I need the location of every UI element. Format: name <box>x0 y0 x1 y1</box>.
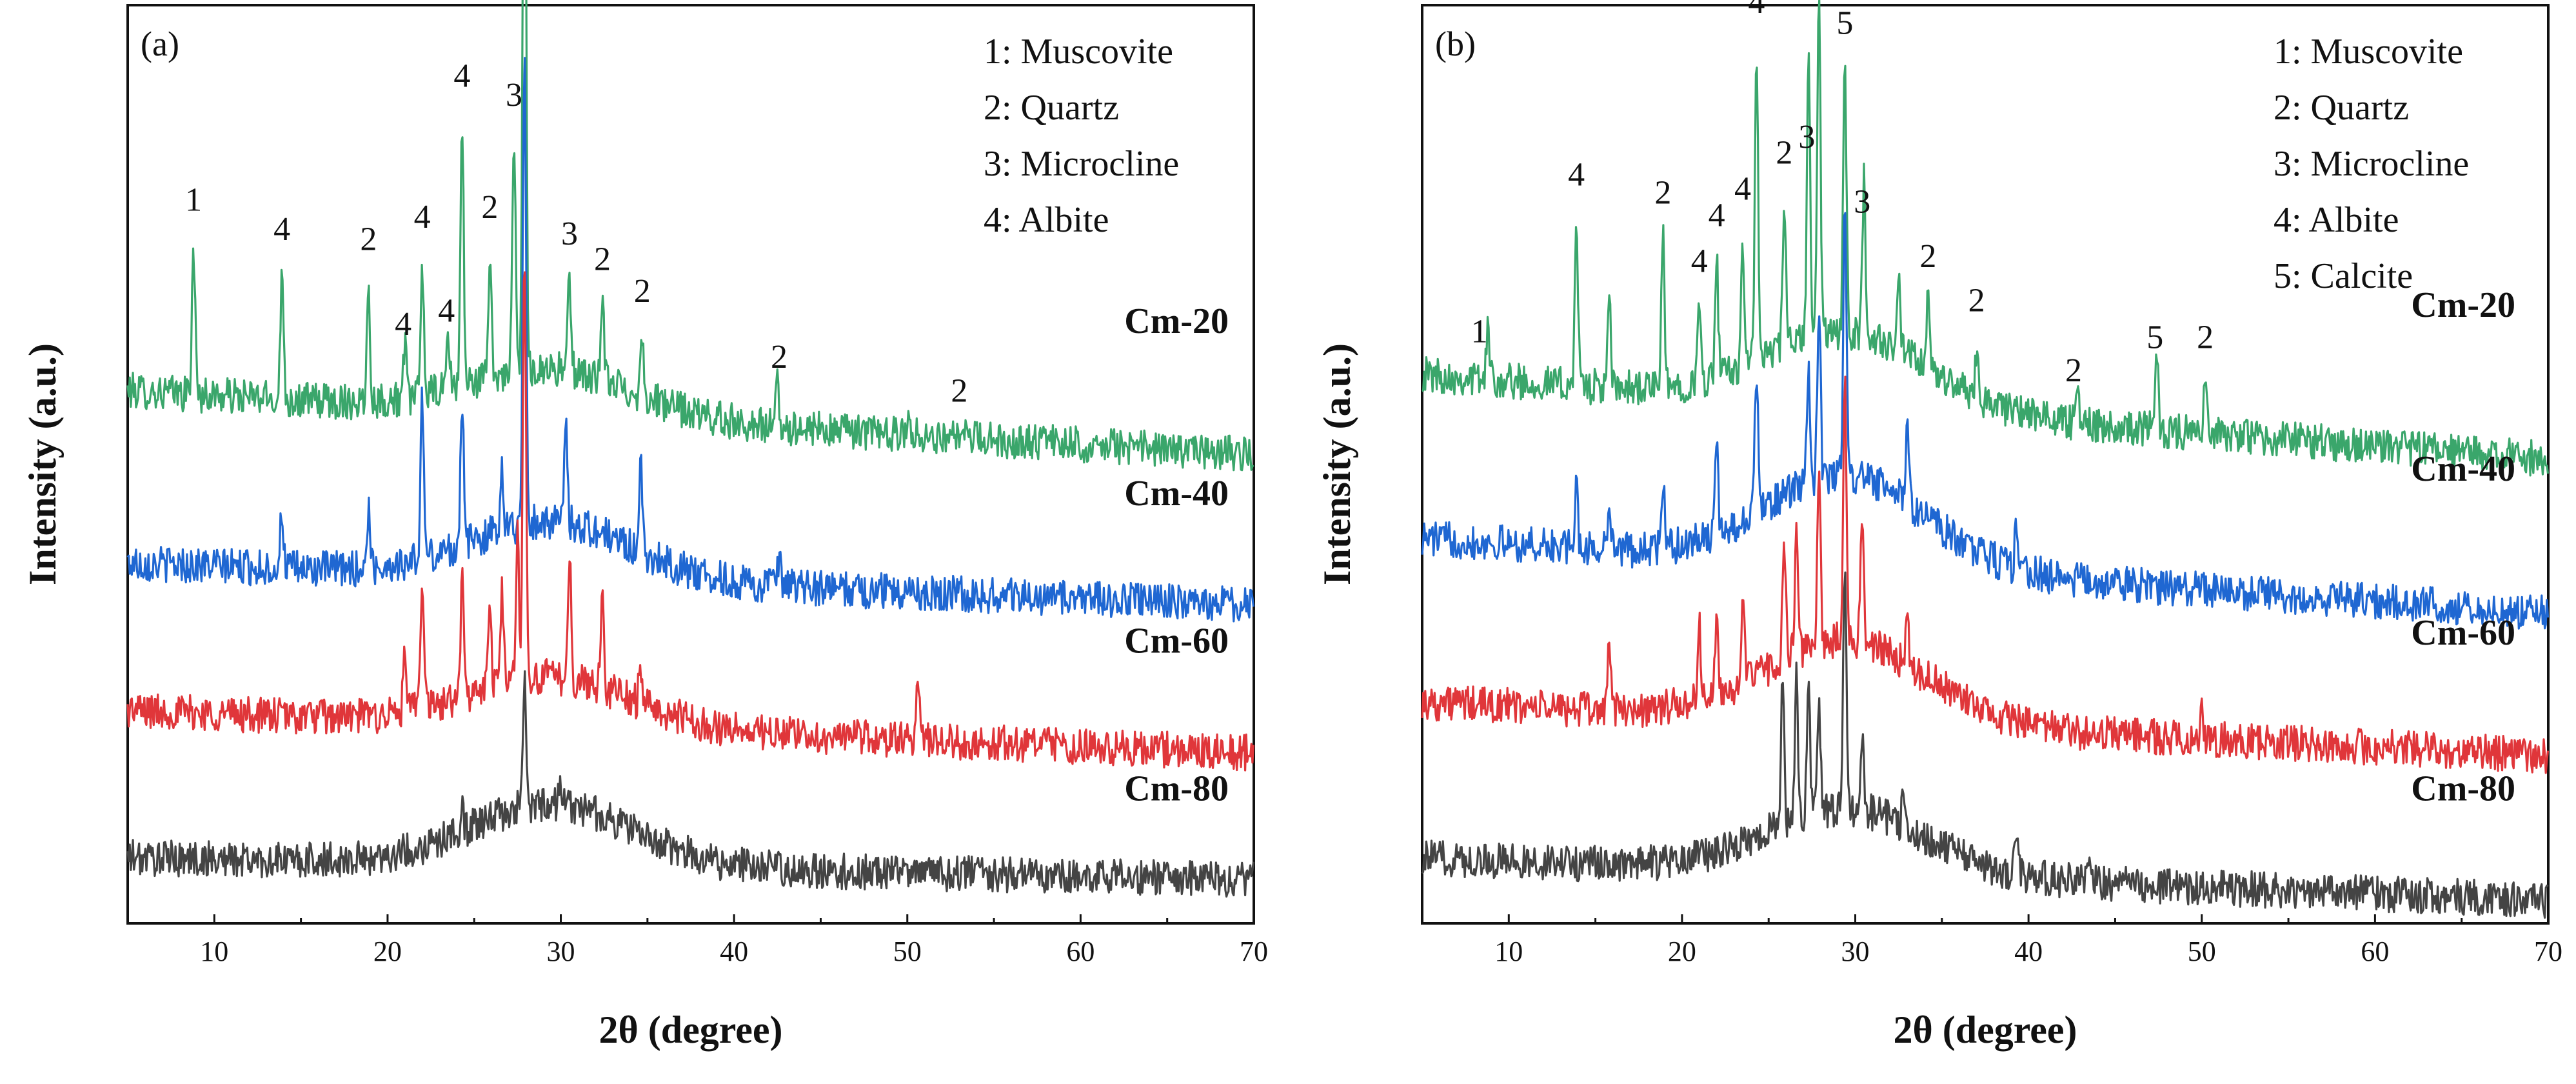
panel-b: 10 20 30 40 50 60 70 2θ (degree) Intensity (a.u.… <box>1316 0 2562 1051</box>
peak-label: 4 <box>1748 0 1765 21</box>
legend-item: 4: Albite <box>2274 200 2399 240</box>
series-line-cm-80 <box>126 670 1255 898</box>
x-tick-label: 70 <box>1240 936 1268 967</box>
peak-label: 2 <box>2197 319 2214 356</box>
peak-label: 5 <box>1836 5 1853 42</box>
x-tick-label: 40 <box>2014 936 2043 967</box>
legend-item: 1: Muscovite <box>984 32 1173 72</box>
y-axis-title: Intensity (a.u.) <box>21 343 64 585</box>
series-line-cm-60 <box>1421 376 2550 774</box>
peak-label: 4 <box>438 293 455 330</box>
peak-label: 2 <box>594 241 611 277</box>
series-label: Cm-80 <box>2411 768 2515 808</box>
peak-label: 4 <box>1691 243 1708 279</box>
x-tick-label: 30 <box>1841 936 1870 967</box>
peak-label: 4 <box>453 58 470 95</box>
peak-label: 2 <box>1968 282 1985 319</box>
series-line-cm-20 <box>1422 0 2550 477</box>
x-axis-title: 2θ (degree) <box>1893 1009 2077 1051</box>
series-label: Cm-40 <box>2411 449 2515 489</box>
x-tick-label: 10 <box>200 936 228 967</box>
x-tick-label: 70 <box>2534 936 2562 967</box>
series-label: Cm-80 <box>1124 768 1229 808</box>
peak-label: 4 <box>1709 197 1725 234</box>
x-tick-label: 60 <box>2361 936 2389 967</box>
peak-label: 2 <box>1919 238 1936 275</box>
peak-label: 3 <box>561 216 578 252</box>
peak-label: 4 <box>273 211 290 248</box>
peak-label: 2 <box>634 273 651 310</box>
x-tick-label: 10 <box>1494 936 1523 967</box>
legend-item: 2: Quartz <box>2274 88 2409 128</box>
y-axis-title: Intensity (a.u.) <box>1316 343 1358 585</box>
panel-a: 10 20 30 40 50 60 70 2θ (degree) Intensity (a.u.… <box>21 0 1268 1051</box>
peak-label: 4 <box>1568 156 1585 193</box>
legend-item: 2: Quartz <box>984 88 1119 128</box>
peak-label: 3 <box>506 77 522 114</box>
peak-label: 1 <box>1471 314 1488 350</box>
peak-label: 3 <box>1854 184 1870 221</box>
peak-label: 2 <box>951 372 967 409</box>
peak-label: 2 <box>481 189 498 226</box>
peak-label: 2 <box>771 339 788 376</box>
series-line-cm-40 <box>126 57 1255 623</box>
series-label: Cm-60 <box>2411 613 2515 653</box>
x-tick-label: 60 <box>1066 936 1095 967</box>
x-tick-label: 50 <box>2188 936 2216 967</box>
peak-label: 2 <box>2065 352 2082 389</box>
x-tick-label: 50 <box>893 936 922 967</box>
plot-frame <box>126 4 1255 925</box>
legend-item: 3: Microcline <box>984 144 1179 184</box>
peak-label: 4 <box>414 199 431 236</box>
legend-item: 5: Calcite <box>2274 256 2413 296</box>
peak-label: 2 <box>1776 134 1792 171</box>
legend-item: 1: Muscovite <box>2274 32 2463 72</box>
legend-item: 3: Microcline <box>2274 144 2469 184</box>
series-label: Cm-40 <box>1124 474 1229 514</box>
peak-label: 1 <box>185 181 202 218</box>
peak-label: 5 <box>2146 319 2163 356</box>
peak-label: 3 <box>1798 119 1815 156</box>
series-line-cm-20 <box>126 0 1254 472</box>
panel-label: (a) <box>141 25 179 63</box>
peak-label: 4 <box>1734 170 1751 207</box>
peak-label: 2 <box>360 221 377 258</box>
peak-label: 4 <box>395 306 411 343</box>
series-line-cm-40 <box>1421 212 2550 630</box>
series-line-cm-80 <box>1421 571 2549 919</box>
series-line-cm-60 <box>126 271 1255 772</box>
x-axis-title: 2θ (degree) <box>599 1009 782 1051</box>
x-tick-label: 40 <box>720 936 748 967</box>
series-label: Cm-20 <box>1124 301 1229 341</box>
panel-label: (b) <box>1435 25 1476 63</box>
series-label: Cm-20 <box>2411 285 2515 325</box>
legend-item: 4: Albite <box>984 200 1109 240</box>
plot-frame <box>1421 4 2550 925</box>
x-tick-label: 30 <box>547 936 575 967</box>
peak-label: 2 <box>1654 174 1671 211</box>
x-tick-label: 20 <box>1668 936 1696 967</box>
series-label: Cm-60 <box>1124 621 1229 661</box>
x-tick-label: 20 <box>373 936 402 967</box>
